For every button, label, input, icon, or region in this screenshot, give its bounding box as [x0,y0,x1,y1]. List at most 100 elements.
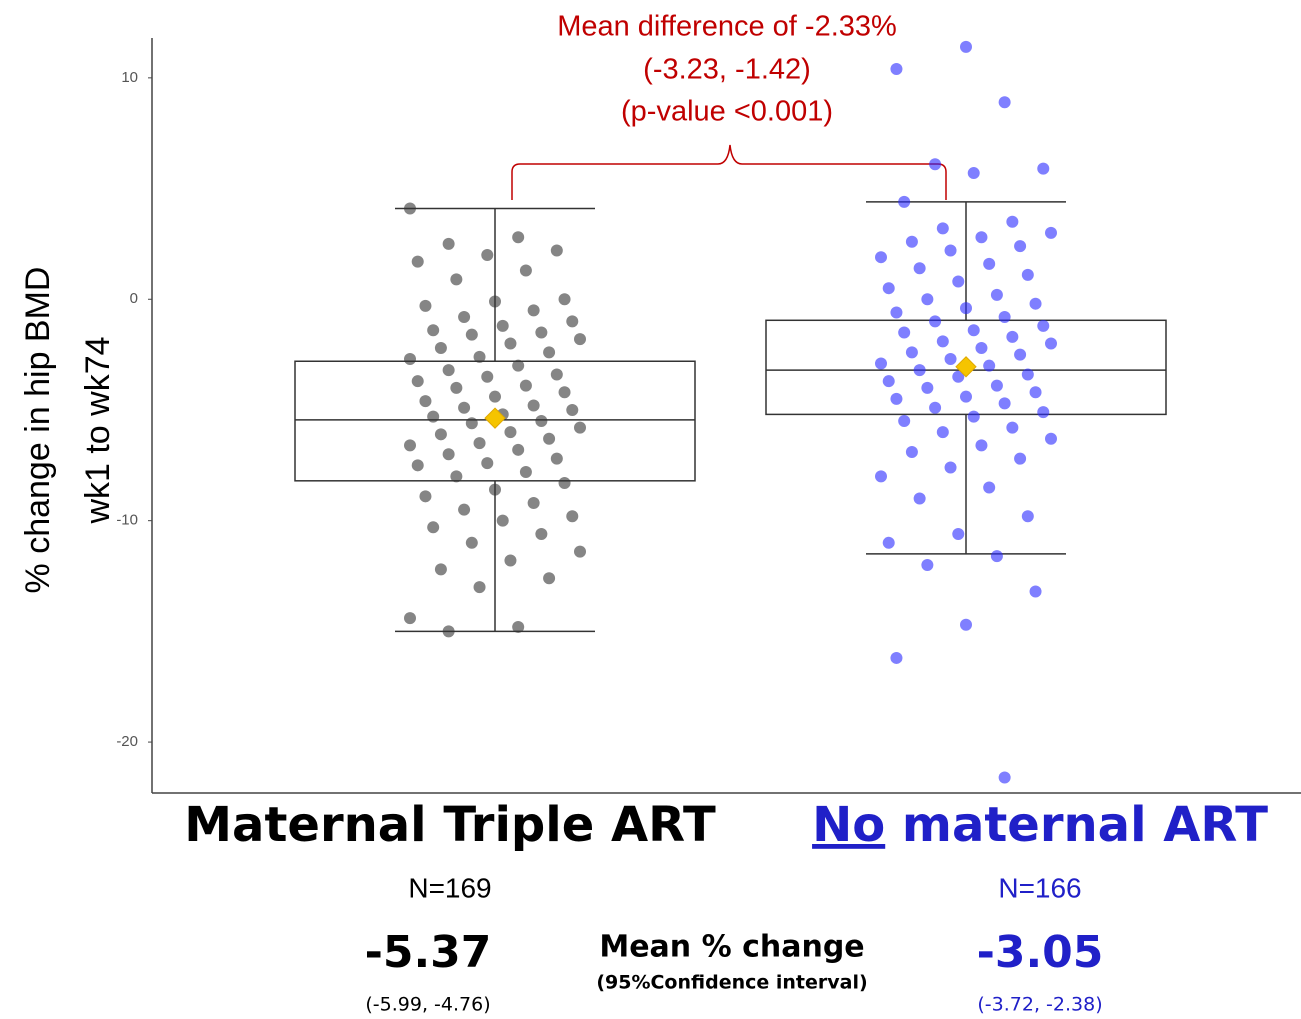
point [566,315,579,328]
point [952,527,965,540]
point [527,399,540,412]
point [504,337,517,350]
point [890,306,903,319]
ci-label: (-5.99, -4.76) [365,994,490,1016]
point [882,536,895,549]
point [550,244,563,257]
point [960,40,972,53]
point [905,446,918,459]
point [983,359,996,372]
point [998,771,1011,784]
y-label: % change in hip BMD wk1 to wk74 [19,267,117,594]
point [434,563,447,576]
point [905,235,918,248]
point [1006,421,1019,434]
point [1014,452,1027,465]
point [419,490,432,503]
point [535,415,548,428]
point [975,231,988,244]
point [875,251,887,264]
mean-label: -5.37 [365,927,492,978]
point [535,326,548,339]
point [512,231,525,244]
point [574,421,586,434]
y-tick-label: -10 [116,512,138,529]
point [481,457,494,470]
point [967,410,980,423]
point [411,375,424,388]
point [1021,268,1034,281]
point [411,255,424,268]
point [404,612,416,625]
point [990,550,1003,563]
n-label: N=166 [998,872,1081,903]
point [921,381,934,394]
bracket [511,144,947,200]
y-tick-label: 10 [121,69,138,86]
point [1045,337,1057,350]
point [1029,386,1042,399]
point [566,510,579,523]
point [983,481,996,494]
point [1045,226,1057,239]
y-tick-label: -20 [116,733,138,750]
y-tick-label: 0 [130,290,138,307]
point [558,293,571,306]
point [975,341,988,354]
point [882,282,895,295]
annotation: Mean difference of -2.33% [557,11,897,43]
point [898,415,911,428]
point [496,319,509,332]
point [427,324,440,337]
point [558,386,571,399]
point [550,368,563,381]
ci-label: (-3.72, -2.38) [977,994,1102,1016]
point [1006,330,1019,343]
category-label-part: No [812,797,885,853]
point [512,359,525,372]
point [434,341,447,354]
point [434,428,447,441]
point [535,527,548,540]
point [411,459,424,472]
mean-marker [955,356,977,378]
point [442,364,455,377]
point [512,620,525,633]
point [960,302,972,315]
y-label-line: wk1 to wk74 [79,336,117,524]
point [489,295,501,308]
point [450,470,463,483]
point [427,521,440,534]
mean-marker [484,407,506,429]
point [998,397,1011,410]
point [944,353,957,366]
point [890,62,903,75]
point [473,437,486,450]
point [944,244,957,257]
category-label-part: maternal ART [885,797,1268,853]
point [481,248,494,261]
point [913,492,926,505]
category-label: No maternal ART [812,797,1268,853]
summary-label: Mean % change [599,930,864,965]
point [913,262,926,275]
point [473,581,486,594]
point [458,503,471,516]
point [419,395,432,408]
point [450,381,463,394]
point [905,346,918,359]
point [1045,432,1057,445]
point [967,324,980,337]
point [998,96,1011,109]
point [1037,406,1050,419]
point [404,202,416,215]
point [458,310,471,323]
point [481,370,494,383]
point [465,417,478,430]
point [404,439,416,452]
annotation: (-3.23, -1.42) [643,54,811,86]
point [442,448,455,461]
point [921,558,934,571]
point [543,432,556,445]
point [496,514,509,527]
